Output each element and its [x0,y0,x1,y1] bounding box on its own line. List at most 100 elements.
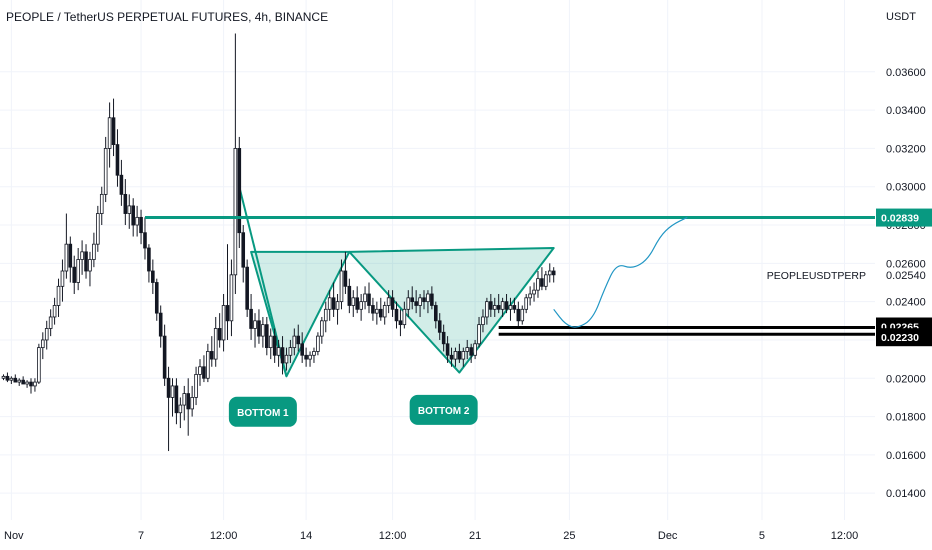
candle-down [422,297,426,303]
candle-up [288,347,293,356]
grid [0,0,875,520]
candle-up [268,335,273,349]
candle-down [355,297,359,310]
time-tick-label: 25 [563,530,575,542]
candle-down [347,285,352,306]
price-axis[interactable]: USDT0.036000.034000.032000.030000.028000… [767,11,932,500]
candle-down [241,232,246,268]
candle-up [221,305,226,341]
candle-up [253,320,257,329]
price-tick-label: 0.02000 [886,373,926,385]
price-tick-label: 0.01400 [886,488,926,500]
candle-down [343,270,348,287]
callout-label: BOTTOM 2 [418,406,470,417]
price-tick-label: 0.02400 [886,297,926,309]
candle-down [111,117,116,145]
candle-up [500,301,505,310]
candle-down [249,308,253,329]
candle-down [72,266,77,283]
candle-up [52,305,57,318]
candle-down [225,305,230,322]
candle-down [300,343,304,356]
candle-up [528,293,532,299]
time-tick-label: 7 [138,530,144,542]
candle-down [489,301,493,310]
candle-up [56,285,61,306]
candle-down [68,243,73,268]
candle-up [508,305,513,310]
candle-down [540,278,544,287]
price-tick-label: 0.03200 [886,143,926,155]
candle-up [320,320,324,337]
price-tag-text: 0.02230 [881,332,919,344]
price-tag-box [876,328,932,347]
bottom-1-callout: BOTTOM 1 [228,396,297,427]
candle-down [29,381,33,387]
candle-up [284,354,289,364]
candle-up [335,301,340,310]
candle-down [496,305,501,310]
candle-up [99,193,104,214]
time-axis[interactable]: Nov 7 12:00 14 12:00 21 25 Dec 5 12:00 [4,530,858,542]
candle-up [485,301,489,318]
candle-up [17,379,22,383]
candle-up [194,374,198,398]
candle-down [457,351,462,360]
candle-up [170,385,175,398]
candle-up [213,328,218,360]
candle-down [131,205,135,226]
candle-up [96,213,100,245]
candle-up [418,297,422,306]
candles [1,33,556,452]
support-price-tag-lower: 0.02230 [876,328,932,347]
candle-down [257,320,261,337]
candle-down [367,293,371,306]
candle-down [272,335,277,356]
candle-down [390,297,395,310]
projection-path [553,216,688,328]
candle-down [398,320,403,326]
callout-box [409,394,478,425]
candle-down [371,305,375,314]
candle-up [80,251,84,260]
callout-box [228,396,297,427]
candle-up [327,297,332,310]
candle-down [143,232,147,249]
time-tick-label: Dec [658,530,678,542]
projected-path [553,216,688,328]
candle-down [296,335,301,345]
candle-down [512,305,517,310]
candle-up [473,343,477,356]
callout-label: BOTTOM 1 [237,408,289,419]
candle-up [359,301,363,310]
candle-up [402,308,407,326]
candle-up [375,308,379,314]
candle-down [174,385,179,414]
time-tick-label: 21 [469,530,481,542]
candle-down [378,308,383,318]
candle-up [1,375,6,379]
price-tag-text: 0.02839 [881,213,919,225]
candle-up [453,351,458,360]
candle-down [437,320,442,333]
candle-up [520,308,525,322]
chart-title: PEOPLE / TetherUS PERPETUAL FUTURES, 4h,… [6,10,329,24]
candle-up [25,381,29,385]
candle-down [139,216,143,234]
symbol-price: 0.02540 [886,270,926,282]
candle-up [316,335,320,352]
candle-down [202,366,206,379]
candle-up [41,339,45,349]
candle-up [233,148,238,276]
candle-down [265,324,269,349]
candle-down [154,282,159,314]
candle-up [182,393,187,406]
candle-down [186,393,191,410]
candle-up [292,335,297,349]
candle-up [206,351,210,379]
candle-up [229,274,234,322]
candle-down [410,297,415,303]
candle-up [312,351,316,356]
